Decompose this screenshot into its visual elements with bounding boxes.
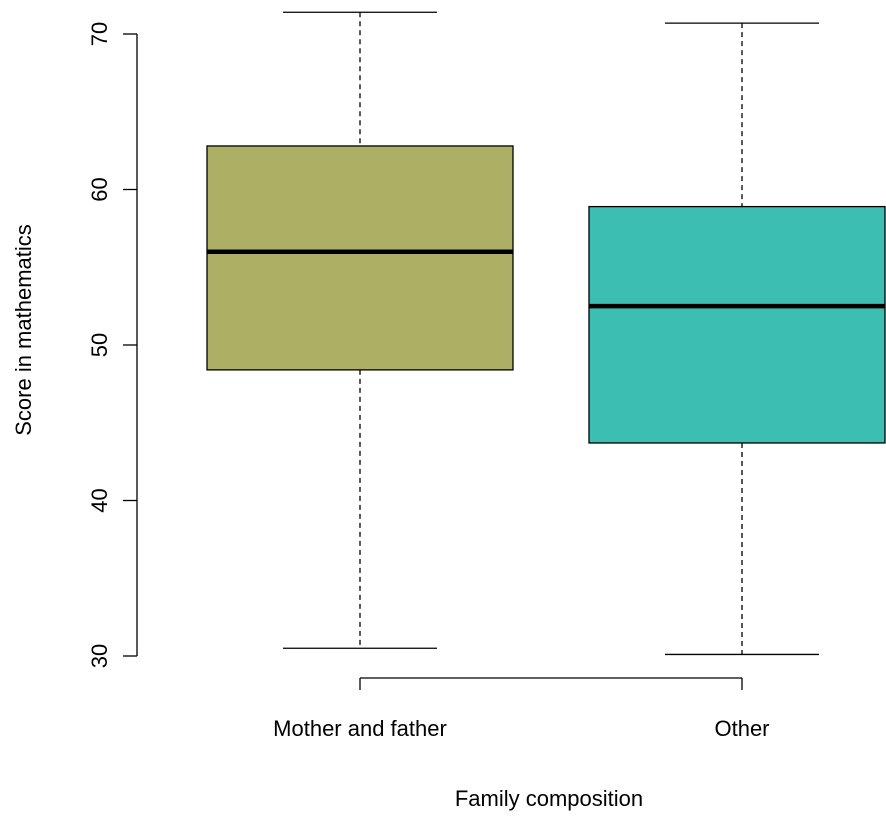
x-axis-title: Family composition xyxy=(455,786,643,811)
x-tick-label: Other xyxy=(714,716,769,741)
y-tick-label: 30 xyxy=(87,644,112,668)
y-tick-label: 60 xyxy=(87,177,112,201)
y-tick-label: 50 xyxy=(87,333,112,357)
y-axis: 30 40 50 60 70 xyxy=(87,22,138,668)
x-axis: Mother and father Other xyxy=(273,677,770,741)
iqr-box xyxy=(206,145,514,371)
y-tick-label: 40 xyxy=(87,488,112,512)
y-tick-label: 70 xyxy=(87,22,112,46)
iqr-box xyxy=(588,205,886,444)
box-0 xyxy=(206,11,514,649)
boxes-group xyxy=(206,11,886,656)
y-axis-title: Score in mathematics xyxy=(11,224,36,436)
x-tick-label: Mother and father xyxy=(273,716,447,741)
box-1 xyxy=(588,22,886,656)
